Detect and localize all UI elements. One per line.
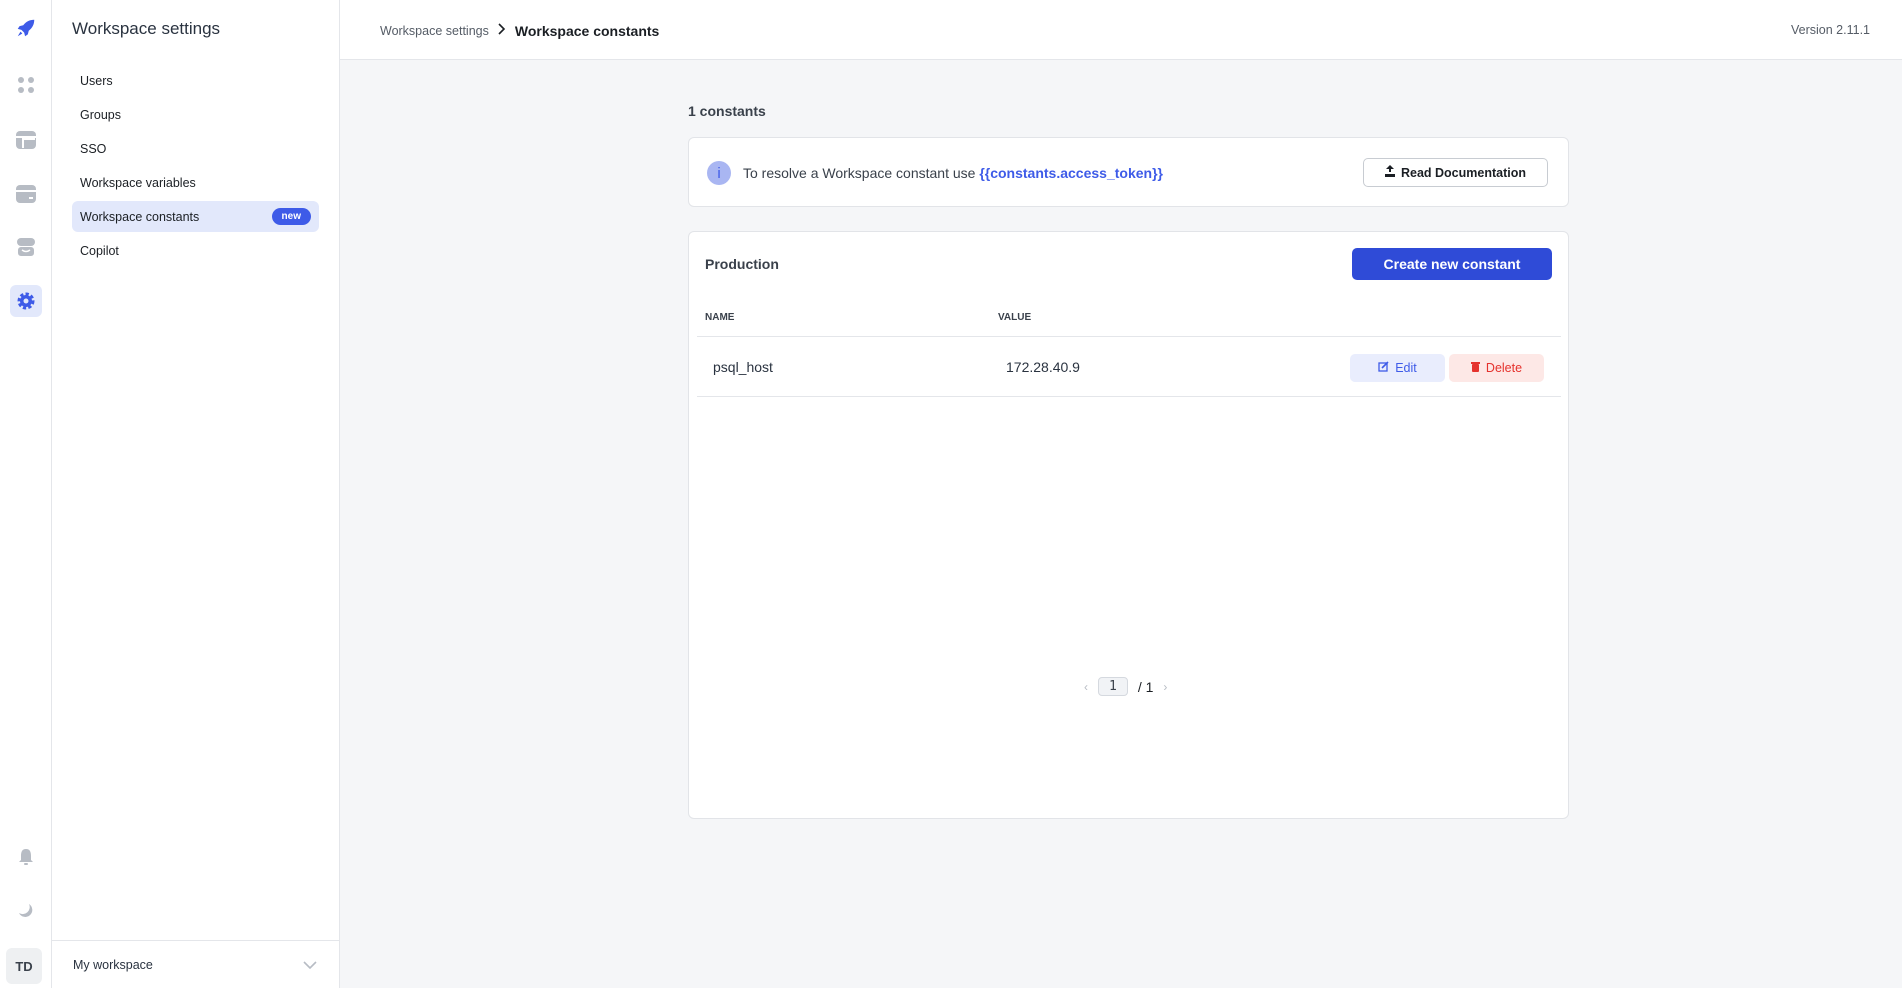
constant-value: 172.28.40.9	[1006, 359, 1080, 375]
moon-icon[interactable]	[10, 895, 42, 927]
sidebar-item-workspace-constants[interactable]: Workspace constants new	[72, 201, 319, 232]
delete-button[interactable]: Delete	[1449, 354, 1544, 382]
bell-icon[interactable]	[10, 841, 42, 873]
panel-title: Workspace settings	[72, 19, 221, 38]
database-icon[interactable]	[10, 178, 42, 210]
environment-label: Production	[705, 256, 779, 272]
chevron-down-icon	[303, 958, 317, 972]
settings-panel: Workspace settings Users Groups SSO Work…	[52, 0, 340, 988]
top-header: Workspace settings Workspace constants V…	[340, 0, 1902, 60]
column-header-value: VALUE	[998, 312, 1032, 323]
table-row: psql_host 172.28.40.9 Edit Delete	[697, 336, 1561, 397]
sidebar-item-sso[interactable]: SSO	[72, 133, 319, 164]
new-badge: new	[271, 208, 311, 225]
item-label: Workspace constants	[80, 209, 200, 224]
page-total: / 1	[1137, 678, 1154, 695]
chevron-right-icon	[498, 22, 506, 40]
avatar[interactable]: TD	[6, 948, 42, 984]
book-icon	[1384, 165, 1395, 180]
sidebar-item-groups[interactable]: Groups	[72, 99, 319, 130]
marketplace-icon[interactable]	[10, 231, 42, 263]
info-message: To resolve a Workspace constant use	[743, 165, 980, 181]
workspace-selector[interactable]: My workspace	[52, 940, 339, 988]
next-page-icon[interactable]: ›	[1163, 679, 1168, 694]
page-input[interactable]: 1	[1098, 677, 1128, 696]
trash-icon	[1470, 361, 1480, 375]
constants-card: Production Create new constant NAME VALU…	[688, 231, 1569, 819]
item-label: Users	[80, 73, 113, 88]
column-header-name: NAME	[705, 312, 735, 323]
edit-icon	[1378, 361, 1389, 375]
prev-page-icon[interactable]: ‹	[1084, 679, 1088, 694]
breadcrumb: Workspace settings Workspace constants	[380, 22, 659, 40]
item-label: Workspace variables	[80, 175, 196, 190]
settings-gear-icon[interactable]	[10, 285, 42, 317]
create-constant-button[interactable]: Create new constant	[1352, 248, 1552, 280]
item-label: SSO	[80, 141, 107, 156]
rocket-icon[interactable]	[10, 12, 42, 44]
info-text: To resolve a Workspace constant use {{co…	[743, 165, 1163, 181]
edit-label: Edit	[1395, 361, 1417, 375]
button-label: Read Documentation	[1400, 165, 1526, 180]
edit-button[interactable]: Edit	[1350, 354, 1445, 382]
constant-name: psql_host	[713, 359, 773, 375]
pagination: ‹ 1 / 1 ›	[1084, 677, 1167, 696]
item-label: Copilot	[80, 243, 119, 258]
info-card: i To resolve a Workspace constant use {{…	[688, 137, 1569, 207]
delete-label: Delete	[1485, 361, 1523, 375]
sidebar-item-workspace-variables[interactable]: Workspace variables	[72, 167, 319, 198]
icon-rail: TD	[0, 0, 52, 988]
breadcrumb-parent[interactable]: Workspace settings	[380, 24, 489, 38]
info-code: {{constants.access_token}}	[979, 165, 1163, 181]
sidebar-item-users[interactable]: Users	[72, 65, 319, 96]
breadcrumb-current: Workspace constants	[514, 23, 660, 39]
table-icon[interactable]	[10, 124, 42, 156]
info-icon: i	[707, 161, 731, 185]
workspace-name: My workspace	[73, 957, 153, 972]
constants-count: 1 constants	[688, 103, 766, 119]
read-documentation-button[interactable]: Read Documentation	[1363, 158, 1548, 187]
apps-grid-icon[interactable]	[10, 69, 42, 101]
version-label: Version 2.11.1	[1791, 23, 1870, 37]
item-label: Groups	[80, 107, 121, 122]
sidebar-item-copilot[interactable]: Copilot	[72, 235, 319, 266]
